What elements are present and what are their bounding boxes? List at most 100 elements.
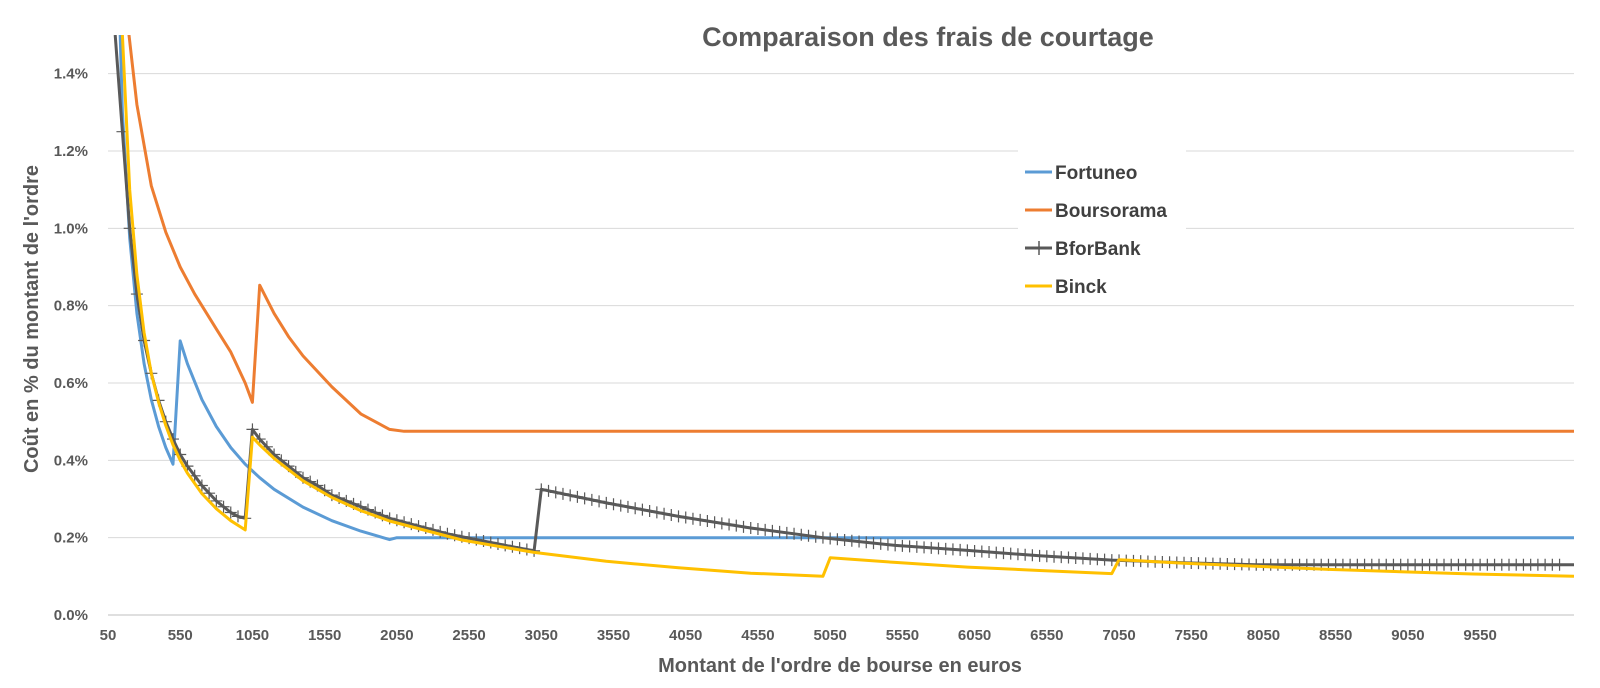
data-point-marker bbox=[831, 533, 844, 546]
x-tick-label: 2550 bbox=[452, 627, 485, 644]
y-tick-label: 0.4% bbox=[54, 452, 88, 469]
data-point-marker bbox=[658, 507, 671, 520]
x-tick-label: 1550 bbox=[308, 627, 341, 644]
data-point-marker bbox=[217, 500, 230, 513]
series-boursorama bbox=[127, 35, 1574, 433]
data-point-marker bbox=[701, 515, 714, 528]
x-tick-label: 5050 bbox=[813, 627, 846, 644]
x-tick-label: 7050 bbox=[1102, 627, 1135, 644]
data-point-marker bbox=[600, 496, 613, 509]
data-point-marker bbox=[203, 487, 216, 500]
x-tick-label: 7550 bbox=[1175, 627, 1208, 644]
data-point-marker bbox=[816, 531, 829, 544]
y-tick-label: 0.8% bbox=[54, 298, 88, 315]
data-point-marker bbox=[629, 502, 642, 515]
data-point-marker bbox=[593, 495, 606, 508]
data-point-marker bbox=[853, 535, 866, 548]
data-point-marker bbox=[607, 498, 620, 511]
series-line bbox=[127, 35, 1574, 433]
data-point-marker bbox=[542, 484, 555, 497]
data-point-marker bbox=[571, 490, 584, 503]
x-tick-label: 2050 bbox=[380, 627, 413, 644]
legend-label: Boursorama bbox=[1055, 201, 1167, 222]
y-tick-label: 1.4% bbox=[54, 66, 88, 83]
legend: Fortuneo Boursorama BforBank Binck bbox=[1018, 150, 1186, 300]
data-point-marker bbox=[130, 288, 143, 301]
y-axis-ticks: 0.0% 0.2% 0.4% 0.6% 0.8% 1.0% 1.2% 1.4% bbox=[54, 66, 88, 624]
data-point-marker bbox=[744, 522, 757, 534]
data-point-marker bbox=[672, 510, 685, 523]
data-point-marker bbox=[585, 493, 598, 506]
data-point-marker bbox=[679, 511, 692, 524]
data-point-marker bbox=[881, 538, 894, 551]
data-point-marker bbox=[556, 487, 569, 500]
legend-item-fortuneo: Fortuneo bbox=[1025, 163, 1137, 184]
legend-item-binck: Binck bbox=[1025, 277, 1107, 298]
data-point-marker bbox=[246, 423, 259, 436]
x-tick-label: 3550 bbox=[597, 627, 630, 644]
x-tick-label: 50 bbox=[100, 627, 117, 644]
legend-background bbox=[1018, 150, 1186, 300]
data-point-marker bbox=[665, 509, 678, 522]
series-bforbank bbox=[113, 35, 1574, 571]
gridlines bbox=[108, 73, 1574, 616]
series-line bbox=[118, 35, 1574, 542]
data-point-marker bbox=[484, 536, 497, 549]
y-tick-label: 0.0% bbox=[54, 607, 88, 624]
data-point-marker bbox=[549, 486, 562, 499]
data-point-marker bbox=[614, 499, 627, 512]
series-line bbox=[113, 35, 1574, 567]
data-point-marker bbox=[824, 532, 837, 545]
chart-title: Comparaison des frais de courtage bbox=[702, 22, 1154, 52]
x-axis-title: Montant de l'ordre de bourse en euros bbox=[658, 655, 1022, 677]
data-point-marker bbox=[867, 537, 880, 550]
data-point-marker bbox=[708, 516, 721, 529]
data-point-marker bbox=[535, 483, 548, 496]
data-point-marker bbox=[694, 513, 707, 526]
data-point-marker bbox=[874, 537, 887, 550]
x-tick-label: 6550 bbox=[1030, 627, 1063, 644]
data-point-marker bbox=[809, 530, 822, 543]
data-point-marker bbox=[578, 492, 591, 505]
y-tick-label: 0.6% bbox=[54, 375, 88, 392]
data-point-marker bbox=[636, 503, 649, 516]
data-point-marker bbox=[1553, 558, 1566, 571]
data-point-marker bbox=[795, 528, 808, 541]
data-point-marker bbox=[788, 527, 801, 540]
data-point-marker bbox=[650, 506, 663, 519]
data-point-marker bbox=[730, 519, 743, 532]
data-point-marker bbox=[751, 522, 764, 535]
x-tick-label: 9050 bbox=[1391, 627, 1424, 644]
legend-item-boursorama: Boursorama bbox=[1025, 201, 1167, 222]
series-binck bbox=[120, 35, 1574, 578]
data-point-marker bbox=[224, 506, 237, 519]
legend-marker bbox=[1032, 241, 1046, 255]
data-point-marker bbox=[737, 520, 750, 533]
x-tick-label: 9550 bbox=[1463, 627, 1496, 644]
series-fortuneo bbox=[118, 35, 1574, 542]
x-tick-label: 8050 bbox=[1247, 627, 1280, 644]
y-tick-label: 1.2% bbox=[54, 143, 88, 160]
data-point-marker bbox=[210, 494, 223, 507]
data-point-marker bbox=[686, 512, 699, 525]
data-point-marker bbox=[231, 510, 244, 523]
data-point-marker bbox=[860, 536, 873, 549]
data-point-marker bbox=[621, 500, 634, 513]
data-point-marker bbox=[759, 523, 772, 536]
y-tick-label: 0.2% bbox=[54, 530, 88, 547]
data-point-marker bbox=[564, 489, 577, 502]
legend-item-bforbank: BforBank bbox=[1025, 239, 1141, 260]
x-tick-label: 3050 bbox=[525, 627, 558, 644]
data-point-marker bbox=[723, 518, 736, 531]
data-point-marker bbox=[845, 534, 858, 547]
series-lines bbox=[113, 35, 1574, 578]
data-point-marker bbox=[715, 517, 728, 530]
x-tick-label: 6050 bbox=[958, 627, 991, 644]
data-point-marker bbox=[643, 504, 656, 517]
x-tick-label: 4550 bbox=[741, 627, 774, 644]
data-point-marker bbox=[773, 525, 786, 538]
series-line bbox=[120, 35, 1574, 578]
data-point-marker bbox=[838, 533, 851, 546]
x-tick-label: 1050 bbox=[236, 627, 269, 644]
